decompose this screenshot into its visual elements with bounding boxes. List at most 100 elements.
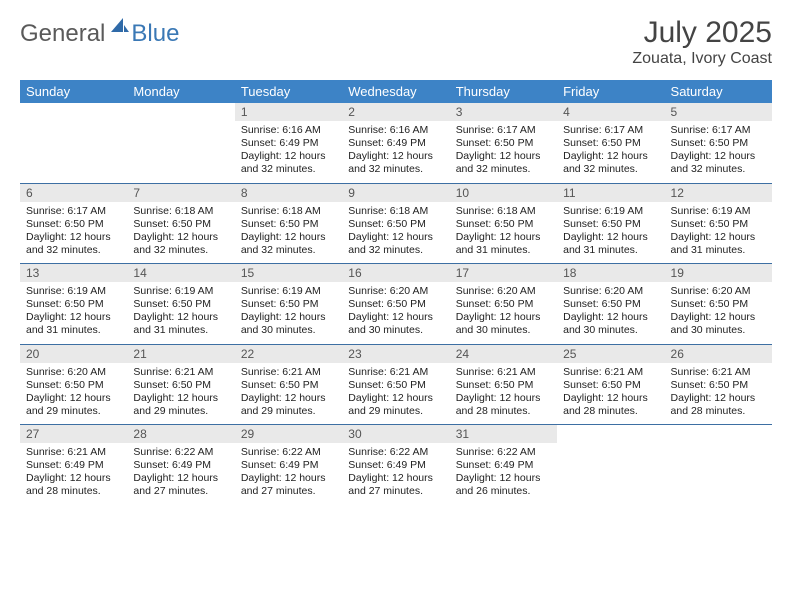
weekday-header: Friday [557, 80, 664, 103]
day-number: 19 [665, 264, 772, 282]
calendar-cell: 19Sunrise: 6:20 AMSunset: 6:50 PMDayligh… [665, 264, 772, 345]
daylight2-text: and 32 minutes. [241, 163, 336, 176]
daylight1-text: Daylight: 12 hours [456, 392, 551, 405]
calendar-cell: 20Sunrise: 6:20 AMSunset: 6:50 PMDayligh… [20, 344, 127, 425]
sunrise-text: Sunrise: 6:20 AM [348, 285, 443, 298]
sunset-text: Sunset: 6:50 PM [26, 379, 121, 392]
day-number: 28 [127, 425, 234, 443]
daylight1-text: Daylight: 12 hours [456, 150, 551, 163]
day-number: 9 [342, 184, 449, 202]
day-number: 17 [450, 264, 557, 282]
day-details: Sunrise: 6:17 AMSunset: 6:50 PMDaylight:… [557, 121, 664, 183]
calendar-week-row: 27Sunrise: 6:21 AMSunset: 6:49 PMDayligh… [20, 425, 772, 505]
sunrise-text: Sunrise: 6:18 AM [133, 205, 228, 218]
daylight2-text: and 30 minutes. [563, 324, 658, 337]
daylight2-text: and 29 minutes. [241, 405, 336, 418]
day-number: 1 [235, 103, 342, 121]
sunrise-text: Sunrise: 6:22 AM [456, 446, 551, 459]
sunrise-text: Sunrise: 6:17 AM [563, 124, 658, 137]
day-details [557, 429, 664, 487]
daylight1-text: Daylight: 12 hours [26, 311, 121, 324]
daylight2-text: and 28 minutes. [563, 405, 658, 418]
day-number: 16 [342, 264, 449, 282]
sunrise-text: Sunrise: 6:19 AM [26, 285, 121, 298]
sunset-text: Sunset: 6:50 PM [671, 298, 766, 311]
day-details: Sunrise: 6:18 AMSunset: 6:50 PMDaylight:… [450, 202, 557, 264]
calendar-week-row: 13Sunrise: 6:19 AMSunset: 6:50 PMDayligh… [20, 264, 772, 345]
day-number: 30 [342, 425, 449, 443]
calendar-cell: 5Sunrise: 6:17 AMSunset: 6:50 PMDaylight… [665, 103, 772, 183]
weekday-header: Monday [127, 80, 234, 103]
day-details: Sunrise: 6:20 AMSunset: 6:50 PMDaylight:… [20, 363, 127, 425]
calendar-cell [665, 425, 772, 505]
daylight1-text: Daylight: 12 hours [241, 392, 336, 405]
sunrise-text: Sunrise: 6:17 AM [26, 205, 121, 218]
logo: General Blue [20, 20, 179, 48]
sunset-text: Sunset: 6:49 PM [241, 137, 336, 150]
sunset-text: Sunset: 6:50 PM [671, 379, 766, 392]
day-details: Sunrise: 6:22 AMSunset: 6:49 PMDaylight:… [235, 443, 342, 505]
calendar-cell: 1Sunrise: 6:16 AMSunset: 6:49 PMDaylight… [235, 103, 342, 183]
daylight2-text: and 32 minutes. [241, 244, 336, 257]
daylight1-text: Daylight: 12 hours [26, 231, 121, 244]
day-number: 12 [665, 184, 772, 202]
page-title: July 2025 [632, 16, 772, 50]
day-number: 15 [235, 264, 342, 282]
calendar-week-row: 6Sunrise: 6:17 AMSunset: 6:50 PMDaylight… [20, 183, 772, 264]
day-number: 14 [127, 264, 234, 282]
daylight2-text: and 31 minutes. [133, 324, 228, 337]
day-details: Sunrise: 6:21 AMSunset: 6:50 PMDaylight:… [235, 363, 342, 425]
sunrise-text: Sunrise: 6:19 AM [563, 205, 658, 218]
day-details: Sunrise: 6:17 AMSunset: 6:50 PMDaylight:… [20, 202, 127, 264]
sunset-text: Sunset: 6:50 PM [348, 218, 443, 231]
daylight1-text: Daylight: 12 hours [133, 231, 228, 244]
day-details: Sunrise: 6:20 AMSunset: 6:50 PMDaylight:… [665, 282, 772, 344]
day-details: Sunrise: 6:21 AMSunset: 6:50 PMDaylight:… [557, 363, 664, 425]
sunset-text: Sunset: 6:50 PM [241, 218, 336, 231]
calendar-cell: 30Sunrise: 6:22 AMSunset: 6:49 PMDayligh… [342, 425, 449, 505]
daylight1-text: Daylight: 12 hours [456, 472, 551, 485]
daylight1-text: Daylight: 12 hours [563, 231, 658, 244]
daylight1-text: Daylight: 12 hours [563, 392, 658, 405]
sunrise-text: Sunrise: 6:19 AM [671, 205, 766, 218]
daylight2-text: and 30 minutes. [456, 324, 551, 337]
day-details: Sunrise: 6:18 AMSunset: 6:50 PMDaylight:… [235, 202, 342, 264]
daylight1-text: Daylight: 12 hours [241, 311, 336, 324]
daylight2-text: and 26 minutes. [456, 485, 551, 498]
daylight2-text: and 29 minutes. [348, 405, 443, 418]
daylight2-text: and 29 minutes. [26, 405, 121, 418]
day-details [127, 107, 234, 165]
sunrise-text: Sunrise: 6:20 AM [671, 285, 766, 298]
sunrise-text: Sunrise: 6:18 AM [241, 205, 336, 218]
sunrise-text: Sunrise: 6:21 AM [26, 446, 121, 459]
day-details: Sunrise: 6:19 AMSunset: 6:50 PMDaylight:… [557, 202, 664, 264]
calendar-cell: 15Sunrise: 6:19 AMSunset: 6:50 PMDayligh… [235, 264, 342, 345]
sunset-text: Sunset: 6:50 PM [671, 218, 766, 231]
daylight2-text: and 32 minutes. [563, 163, 658, 176]
sunset-text: Sunset: 6:50 PM [348, 298, 443, 311]
calendar-cell: 21Sunrise: 6:21 AMSunset: 6:50 PMDayligh… [127, 344, 234, 425]
sunrise-text: Sunrise: 6:21 AM [133, 366, 228, 379]
calendar-cell: 28Sunrise: 6:22 AMSunset: 6:49 PMDayligh… [127, 425, 234, 505]
calendar-cell: 12Sunrise: 6:19 AMSunset: 6:50 PMDayligh… [665, 183, 772, 264]
day-number: 10 [450, 184, 557, 202]
logo-text-blue: Blue [131, 20, 179, 48]
day-number: 29 [235, 425, 342, 443]
daylight1-text: Daylight: 12 hours [456, 311, 551, 324]
page-header: General Blue July 2025 Zouata, Ivory Coa… [20, 16, 772, 68]
daylight1-text: Daylight: 12 hours [133, 472, 228, 485]
day-number: 7 [127, 184, 234, 202]
day-number: 20 [20, 345, 127, 363]
calendar-cell: 3Sunrise: 6:17 AMSunset: 6:50 PMDaylight… [450, 103, 557, 183]
sunset-text: Sunset: 6:50 PM [348, 379, 443, 392]
daylight2-text: and 30 minutes. [348, 324, 443, 337]
day-details: Sunrise: 6:19 AMSunset: 6:50 PMDaylight:… [127, 282, 234, 344]
weekday-header: Wednesday [342, 80, 449, 103]
calendar-table: Sunday Monday Tuesday Wednesday Thursday… [20, 80, 772, 505]
sunset-text: Sunset: 6:50 PM [563, 137, 658, 150]
day-number: 23 [342, 345, 449, 363]
day-details: Sunrise: 6:22 AMSunset: 6:49 PMDaylight:… [450, 443, 557, 505]
sunset-text: Sunset: 6:50 PM [456, 137, 551, 150]
sunrise-text: Sunrise: 6:22 AM [133, 446, 228, 459]
calendar-cell: 2Sunrise: 6:16 AMSunset: 6:49 PMDaylight… [342, 103, 449, 183]
